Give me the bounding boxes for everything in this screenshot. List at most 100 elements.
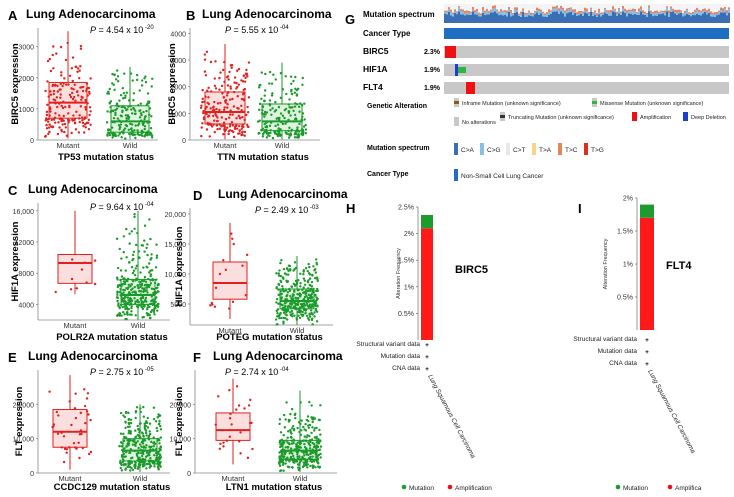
data-point (302, 461, 306, 464)
data-point (159, 436, 163, 439)
spectrum-bar-tc (728, 7, 730, 10)
data-point (237, 124, 241, 128)
data-point (126, 439, 129, 442)
data-point (278, 441, 281, 444)
data-point (109, 106, 112, 109)
spectrum-bar-tc (512, 13, 514, 15)
data-point (46, 59, 50, 63)
spectrum-bar-cg (510, 12, 512, 17)
spectrum-bar-tc (480, 13, 482, 16)
data-point (49, 69, 53, 73)
data-point (47, 132, 50, 136)
data-point (158, 422, 161, 425)
data-point (292, 454, 295, 458)
data-point (153, 281, 157, 285)
data-point (134, 435, 138, 438)
data-point (150, 134, 154, 137)
spectrum-bar-tc (476, 9, 478, 12)
y-tick-label: 8000 (18, 271, 34, 278)
data-point (306, 466, 309, 469)
data-point (302, 439, 306, 442)
x-axis-label: TP53 mutation status (58, 152, 154, 163)
spectrum-bar-cg (716, 13, 718, 16)
data-point (282, 469, 285, 472)
data-point (212, 114, 215, 118)
data-point (271, 107, 274, 110)
spectrum-bar-ca (496, 13, 498, 23)
spectrum-bar-tc (630, 9, 632, 11)
data-point (307, 287, 310, 290)
data-point (207, 96, 210, 99)
spectrum-bar-cg (444, 12, 446, 14)
spectrum-bar-cg (474, 12, 476, 15)
data-point (289, 428, 292, 432)
data-point (58, 126, 61, 129)
data-point (122, 452, 125, 456)
spectrum-bar-cg (688, 13, 690, 15)
y-tick-label: 0.5% (398, 311, 414, 318)
data-point (46, 80, 49, 83)
y-tick-label: 20,000 (170, 402, 192, 409)
spectrum-bar-tc (614, 8, 616, 10)
spectrum-bar-cg (672, 10, 674, 12)
data-point (86, 392, 90, 395)
data-point (205, 105, 208, 109)
spectrum-bar-tc (472, 6, 474, 10)
data-point (139, 271, 142, 274)
x-tick-label: Mutant (219, 326, 243, 335)
spectrum-bar-tc (696, 7, 698, 11)
data-point (120, 130, 124, 134)
data-point (306, 289, 310, 293)
spectrum-bar-cg (602, 13, 604, 15)
data-point (282, 459, 285, 462)
data-point (304, 123, 307, 127)
data-point (151, 279, 155, 282)
spectrum-bar-ca (710, 16, 712, 23)
data-point (126, 312, 129, 316)
spectrum-bar-ca (666, 11, 668, 23)
spectrum-bar-cg (506, 12, 508, 17)
spectrum-bar-ca (576, 15, 578, 23)
spectrum-bar-tc (674, 9, 676, 13)
data-point (145, 311, 149, 315)
data-point (200, 134, 203, 138)
data-point (279, 439, 283, 442)
spectrum-bar-ca (564, 16, 566, 23)
data-point (228, 70, 231, 74)
data-point (279, 311, 282, 315)
spectrum-bar-cg (556, 7, 558, 12)
data-point (308, 400, 311, 404)
data-point (258, 131, 261, 135)
data-point (226, 75, 230, 78)
data-point (315, 289, 318, 293)
data-point (310, 431, 313, 435)
data-point (124, 467, 127, 470)
data-point (93, 282, 97, 286)
data-point (123, 299, 126, 302)
legend-mutation-marker (401, 484, 407, 490)
data-point (107, 128, 110, 132)
data-point (127, 460, 130, 463)
panel-letter: E (8, 350, 17, 365)
y-tick-label: 0 (182, 138, 186, 145)
data-point (118, 444, 121, 448)
data-point (148, 430, 151, 433)
data-point (285, 280, 289, 284)
data-point (119, 287, 122, 291)
data-point (284, 446, 287, 449)
data-point (143, 425, 146, 428)
spectrum-bar-cg (546, 14, 548, 17)
data-point (285, 267, 289, 270)
data-point (315, 258, 318, 261)
spectrum-bar-tc (486, 8, 488, 11)
data-point (88, 106, 92, 109)
spectrum-bar-cg (684, 12, 686, 16)
data-point (279, 133, 282, 137)
spectrum-bar-ca (574, 13, 576, 23)
data-point (63, 77, 66, 80)
data-point (118, 247, 121, 251)
data-point (218, 127, 221, 131)
spectrum-bar-ca (676, 14, 678, 23)
data-point (129, 469, 132, 472)
data-point (131, 280, 135, 283)
